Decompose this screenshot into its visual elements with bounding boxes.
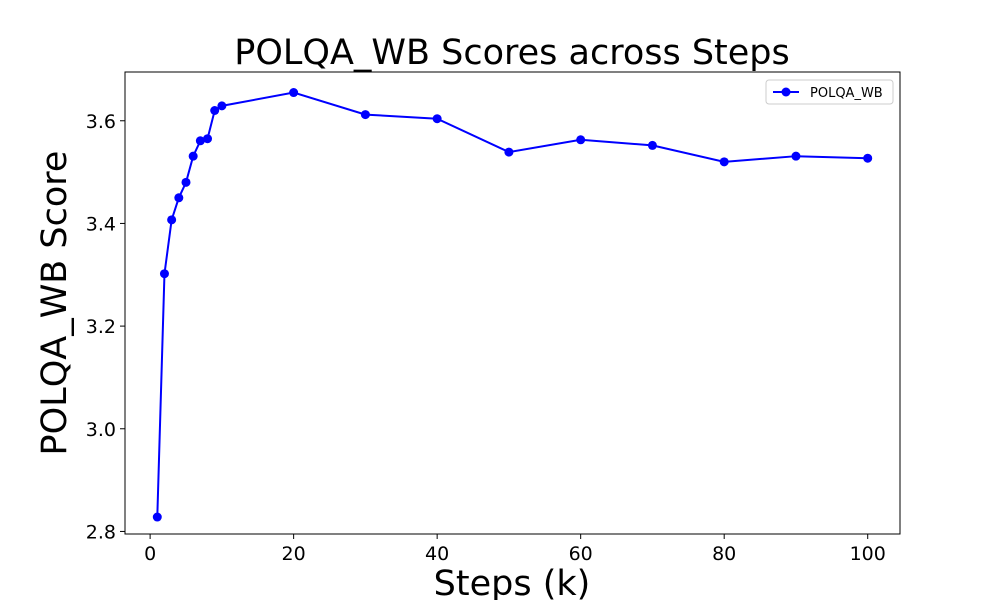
data-point [188, 151, 198, 161]
chart-title: POLQA_WB Scores across Steps [234, 33, 790, 73]
y-tick-label: 2.8 [86, 521, 116, 543]
legend-box [765, 79, 894, 105]
data-point [432, 114, 442, 124]
data-point [152, 512, 162, 522]
data-point [647, 140, 657, 150]
legend: POLQA_WB [765, 79, 894, 105]
x-axis-label: Steps (k) [434, 564, 591, 600]
data-point [217, 101, 227, 111]
data-point [210, 106, 220, 115]
y-tick-label: 3.4 [86, 213, 116, 235]
series-layer [152, 88, 873, 522]
data-point [504, 147, 514, 157]
data-point [167, 215, 177, 225]
y-axis-label: POLQA_WB Score [35, 151, 75, 456]
data-point [863, 153, 873, 163]
data-point [576, 135, 586, 145]
y-tick-label: 3.6 [86, 111, 116, 133]
data-point [203, 134, 213, 144]
data-point [174, 193, 184, 203]
data-point [360, 110, 370, 120]
y-tick-label: 3.0 [86, 419, 116, 441]
x-tick-label: 100 [850, 543, 886, 565]
y-axis: 2.8 3.0 3.2 3.4 3.6 [86, 111, 125, 543]
y-tick-label: 3.2 [86, 316, 116, 338]
legend-label: POLQA_WB [810, 86, 883, 101]
x-tick-label: 40 [425, 543, 449, 565]
data-point [719, 157, 729, 167]
data-point [791, 151, 801, 161]
data-point [159, 269, 169, 279]
data-point [289, 88, 299, 98]
data-point [195, 136, 205, 146]
x-axis: 0 20 40 60 80 100 [144, 534, 886, 565]
x-tick-label: 60 [569, 543, 593, 565]
plot-area-frame [124, 71, 901, 535]
data-point [181, 177, 191, 187]
x-tick-label: 20 [282, 543, 306, 565]
legend-marker-swatch [781, 87, 791, 97]
x-tick-label: 0 [144, 543, 156, 565]
x-tick-label: 80 [712, 543, 736, 565]
